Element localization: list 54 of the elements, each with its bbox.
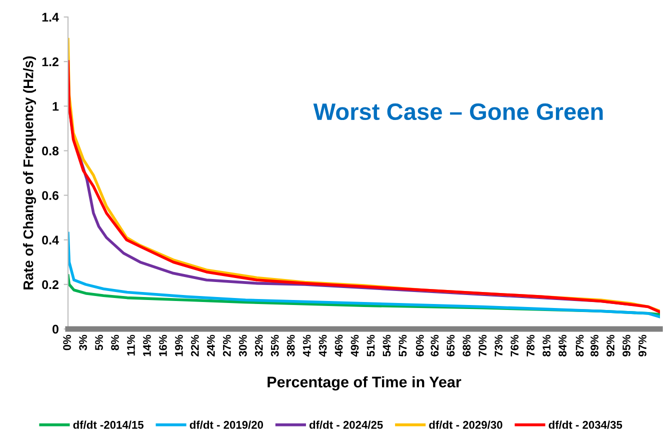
x-tick-label: 19% [175, 334, 183, 356]
x-tick-label: 0% [63, 334, 71, 350]
text: Worst Case – Gone Green [313, 103, 603, 120]
x-tick-label: 95% [622, 334, 630, 356]
x-tick-label: 87% [576, 334, 584, 356]
x-tick-label: 60% [416, 334, 424, 356]
x-tick-label: 78% [526, 334, 535, 356]
x-tick-label: 41% [302, 334, 311, 357]
x-axis-title: Percentage of Time in Year [268, 376, 462, 391]
x-tick-label: 54% [382, 334, 391, 356]
x-tick-label: 38% [286, 334, 295, 357]
legend-label: df/dt - 2024/25 [309, 420, 383, 429]
legend-label: df/dt - 2034/35 [548, 420, 622, 429]
x-tick-label: 22% [190, 334, 199, 356]
x-tick-label: 57% [398, 334, 407, 356]
legend-label: df/dt - 2019/20 [190, 420, 264, 429]
x-tick-label: 30% [238, 334, 247, 357]
x-tick-label: 46% [334, 334, 343, 357]
y-tick-label: 0.2 [42, 280, 58, 290]
y-tick-label: 0.4 [42, 236, 59, 245]
x-tick-label: 49% [350, 334, 359, 357]
x-tick-label: 62% [430, 334, 439, 356]
x-tick-label: 35% [270, 334, 279, 357]
x-tick-label: 51% [366, 334, 375, 356]
y-tick-label: 0.6 [42, 191, 59, 200]
x-tick-label: 65% [446, 334, 455, 356]
x-tick-label: 84% [558, 334, 566, 356]
y-tick-label: 0.8 [42, 146, 59, 156]
x-tick-label: 32% [254, 334, 263, 357]
x-tick-label: 97% [638, 334, 646, 356]
y-axis-title: Rate of Change of Frequency (Hz/s) [23, 56, 36, 290]
x-tick-label: 92% [606, 334, 614, 356]
x-tick-label: 5% [95, 334, 103, 350]
x-tick-label: 16% [159, 334, 167, 356]
x-tick-label: 24% [206, 334, 215, 356]
line-series [68, 232, 660, 318]
y-tick-label: 1 [52, 102, 59, 111]
legend-label: df/dt -2014/15 [73, 420, 144, 429]
x-tick-label: 14% [143, 334, 151, 356]
legend-label: df/dt - 2029/30 [429, 420, 502, 429]
x-tick-label: 3% [79, 334, 87, 350]
y-tick-label: 0 [52, 324, 58, 334]
x-tick-label: 43% [318, 334, 327, 357]
x-tick-label: 8% [111, 334, 119, 350]
x-tick-label: 68% [462, 334, 471, 356]
x-tick-label: 11% [127, 334, 135, 356]
x-tick-label: 70% [478, 334, 487, 356]
x-tick-label: 73% [494, 334, 503, 356]
x-tick-label: 81% [542, 334, 551, 356]
x-tick-label: 89% [590, 334, 598, 356]
x-tick-label: 76% [510, 334, 519, 356]
x-tick-label: 27% [222, 334, 231, 356]
y-tick-label: 1.4 [42, 12, 59, 22]
y-tick-label: 1.2 [42, 57, 58, 66]
